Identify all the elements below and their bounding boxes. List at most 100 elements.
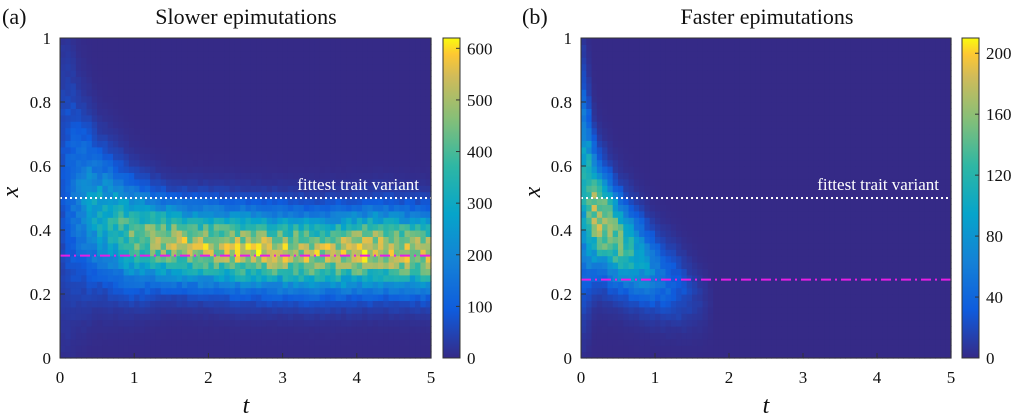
heatmap-cell xyxy=(692,159,698,167)
heatmap-cell xyxy=(335,114,342,122)
heatmap-cell xyxy=(208,63,215,71)
heatmap-cell xyxy=(655,332,661,340)
heatmap-cell xyxy=(250,268,257,276)
heatmap-cell xyxy=(409,191,416,199)
heatmap-cell xyxy=(261,146,268,154)
heatmap-cell xyxy=(697,178,704,186)
heatmap-cell xyxy=(665,140,672,148)
heatmap-cell xyxy=(718,159,725,167)
heatmap-cell xyxy=(356,38,363,45)
heatmap-cell xyxy=(681,313,688,321)
heatmap-cell xyxy=(404,223,411,231)
heatmap-cell xyxy=(586,95,593,103)
heatmap-cell xyxy=(113,326,119,333)
heatmap-cell xyxy=(425,89,432,97)
heatmap-cell xyxy=(319,230,326,237)
heatmap-cell xyxy=(277,38,284,45)
heatmap-cell xyxy=(261,223,268,231)
heatmap-cell xyxy=(372,204,379,212)
heatmap-cell xyxy=(303,338,310,346)
heatmap-cell xyxy=(75,236,82,244)
heatmap-cell xyxy=(60,281,66,289)
heatmap-cell xyxy=(213,198,220,205)
heatmap-cell xyxy=(702,159,709,167)
heatmap-cell xyxy=(181,338,188,346)
heatmap-cell xyxy=(123,198,130,205)
heatmap-cell xyxy=(718,185,725,193)
heatmap-cell xyxy=(60,127,66,135)
heatmap-cell xyxy=(309,82,315,90)
heatmap-cell xyxy=(686,338,693,346)
heatmap-cell xyxy=(415,204,421,212)
heatmap-cell xyxy=(229,159,236,167)
heatmap-cell xyxy=(581,140,587,148)
heatmap-cell xyxy=(234,63,241,71)
heatmap-cell xyxy=(282,268,289,276)
heatmap-cell xyxy=(692,57,698,65)
heatmap-cell xyxy=(65,102,72,109)
heatmap-cell xyxy=(596,108,603,116)
heatmap-cell xyxy=(298,102,305,109)
heatmap-cell xyxy=(649,300,656,308)
heatmap-cell xyxy=(399,57,406,65)
heatmap-cell xyxy=(586,89,593,97)
heatmap-cell xyxy=(171,114,178,122)
heatmap-cell xyxy=(602,172,609,180)
heatmap-cell xyxy=(118,306,125,314)
heatmap-cell xyxy=(91,306,98,314)
heatmap-cell xyxy=(107,287,114,295)
heatmap-cell xyxy=(298,338,305,346)
heatmap-cell xyxy=(723,191,730,199)
heatmap-cell xyxy=(644,63,651,71)
heatmap-cell xyxy=(81,50,88,58)
heatmap-cell xyxy=(287,300,294,308)
heatmap-cell xyxy=(113,185,119,193)
heatmap-cell xyxy=(639,236,646,244)
heatmap-cell xyxy=(415,57,421,65)
heatmap-cell xyxy=(340,332,347,340)
heatmap-cell xyxy=(160,274,167,282)
heatmap-cell xyxy=(356,262,363,269)
heatmap-cell xyxy=(676,306,683,314)
heatmap-cell xyxy=(367,210,374,218)
heatmap-cell xyxy=(707,70,714,77)
heatmap-cell xyxy=(388,319,395,327)
heatmap-cell xyxy=(144,255,151,263)
heatmap-cell xyxy=(139,338,146,346)
heatmap-cell xyxy=(86,95,93,103)
heatmap-cell xyxy=(670,351,677,359)
heatmap-cell xyxy=(155,223,162,231)
heatmap-cell xyxy=(197,57,204,65)
heatmap-cell xyxy=(665,198,672,205)
heatmap-cell xyxy=(367,127,374,135)
heatmap-cell xyxy=(399,70,406,77)
heatmap-cell xyxy=(340,172,347,180)
heatmap-cell xyxy=(586,76,593,84)
heatmap-cell xyxy=(123,172,130,180)
heatmap-cell xyxy=(293,345,300,353)
heatmap-cell xyxy=(596,95,603,103)
heatmap-cell xyxy=(655,70,661,77)
heatmap-cell xyxy=(234,44,241,52)
heatmap-cell xyxy=(660,38,667,45)
heatmap-cell xyxy=(97,287,103,295)
heatmap-cell xyxy=(378,108,384,116)
heatmap-cell xyxy=(618,249,624,257)
heatmap-cell xyxy=(155,345,162,353)
heatmap-cell xyxy=(197,114,204,122)
heatmap-cell xyxy=(261,210,268,218)
heatmap-cell xyxy=(102,326,109,333)
heatmap-cell xyxy=(224,178,231,186)
heatmap-cell xyxy=(171,166,178,173)
heatmap-cell xyxy=(393,210,400,218)
heatmap-cell xyxy=(229,262,236,269)
heatmap-cell xyxy=(155,326,162,333)
heatmap-cell xyxy=(70,300,77,308)
heatmap-cell xyxy=(586,262,593,269)
heatmap-cell xyxy=(70,44,77,52)
heatmap-cell xyxy=(102,191,109,199)
heatmap-cell xyxy=(591,306,598,314)
heatmap-cell xyxy=(655,268,661,276)
heatmap-cell xyxy=(277,50,284,58)
heatmap-cell xyxy=(591,185,598,193)
